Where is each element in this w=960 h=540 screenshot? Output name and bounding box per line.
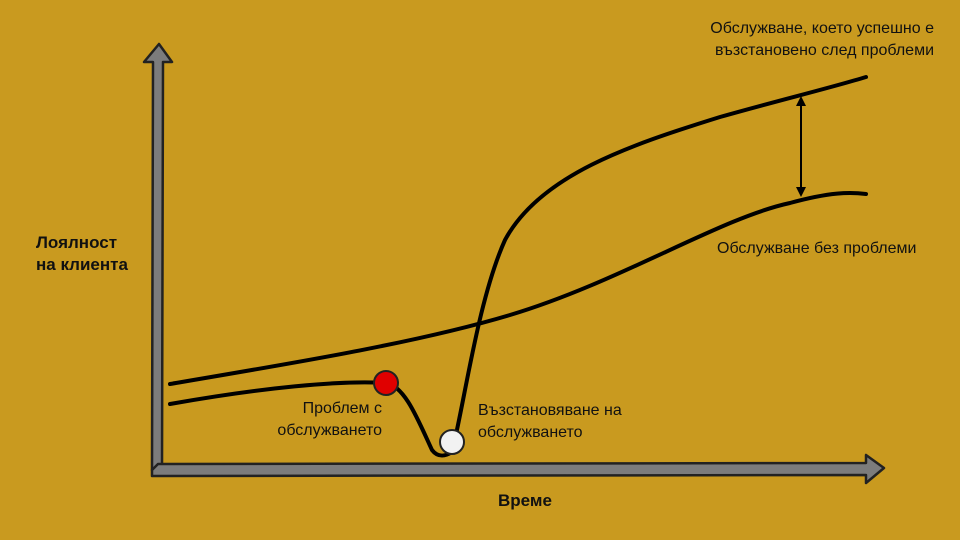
x-axis xyxy=(150,453,886,485)
no-problem-service-label: Обслужване без проблеми xyxy=(717,240,917,257)
y-axis xyxy=(142,42,174,472)
y-axis-label: Лоялност на клиента xyxy=(36,233,128,274)
x-axis-label: Време xyxy=(498,491,552,510)
gap-arrow-head-up xyxy=(796,96,806,106)
problem-label: Проблем с обслужването xyxy=(277,400,382,439)
problem-marker xyxy=(373,370,399,396)
recovery-label: Възстановяване на обслужването xyxy=(478,402,622,441)
recovery-marker xyxy=(439,429,465,455)
curve-no-problems xyxy=(168,191,868,386)
curve-recovered xyxy=(168,75,868,458)
recovered-service-label: Обслужване, което успешно е възстановено… xyxy=(710,20,934,59)
gap-arrow-head-down xyxy=(796,187,806,197)
